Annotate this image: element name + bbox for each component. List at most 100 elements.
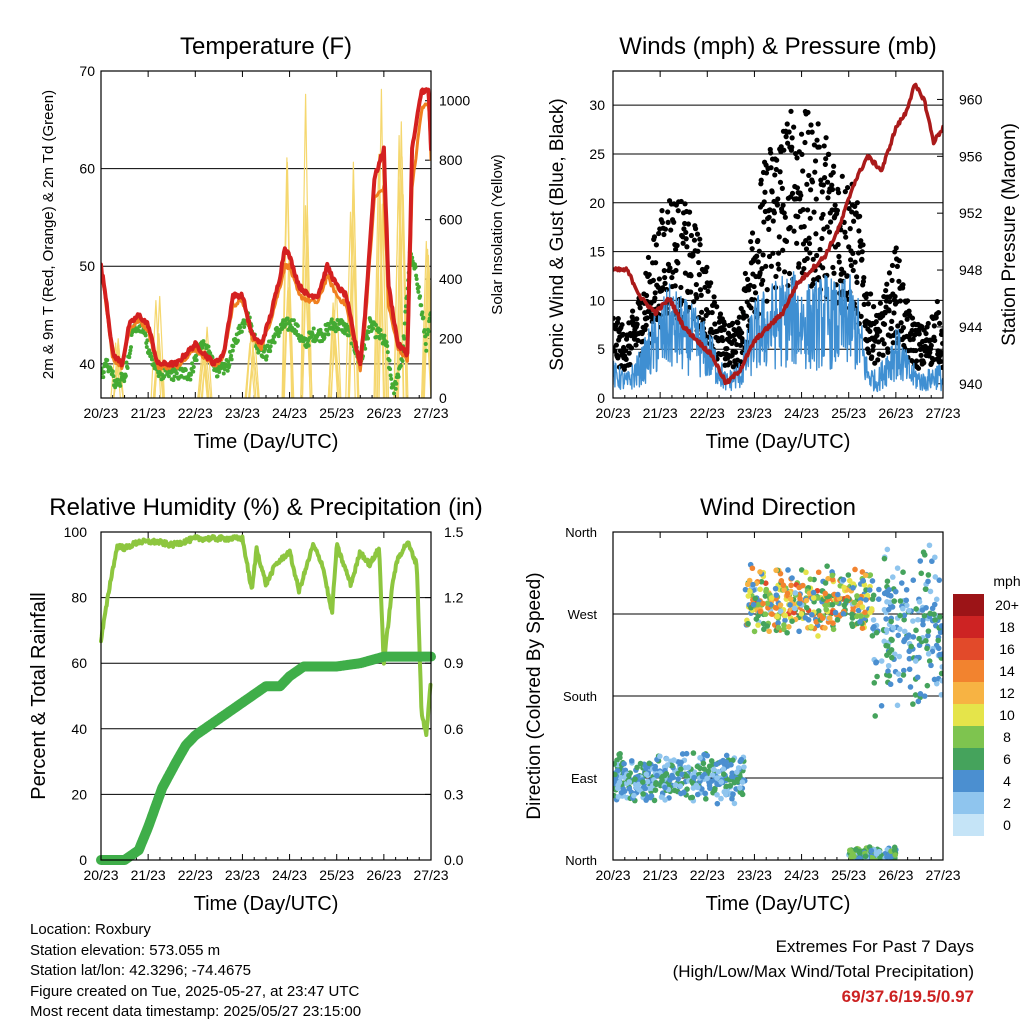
direction-point <box>891 847 898 854</box>
direction-point <box>866 587 873 593</box>
dewpoint-point <box>403 309 408 314</box>
direction-point <box>829 572 836 579</box>
gust-point <box>906 308 912 314</box>
gust-point <box>773 166 779 173</box>
gust-point <box>748 305 754 311</box>
gust-point <box>766 226 772 232</box>
colorbar-swatch <box>953 704 984 726</box>
x-tick-label: 25/23 <box>319 405 354 421</box>
gust-point <box>893 245 899 251</box>
gust-point <box>720 337 726 344</box>
direction-point <box>680 789 687 796</box>
dewpoint-point <box>329 317 334 322</box>
gust-point <box>661 231 667 238</box>
direction-point <box>714 800 721 807</box>
direction-point <box>773 592 780 598</box>
direction-point <box>913 606 919 612</box>
dewpoint-point <box>385 344 390 349</box>
direction-point <box>757 569 763 575</box>
direction-point <box>901 667 907 674</box>
dewpoint-point <box>127 351 132 356</box>
gust-point <box>781 210 787 216</box>
direction-point <box>762 611 769 618</box>
gust-point <box>749 246 755 252</box>
direction-point <box>912 658 919 664</box>
direction-point <box>763 588 769 595</box>
gust-point <box>745 276 751 282</box>
gust-point <box>697 236 703 242</box>
gust-point <box>752 290 759 296</box>
direction-point <box>785 567 791 573</box>
gust-point <box>731 337 738 343</box>
y2-tick-label: 0 <box>439 390 447 406</box>
dewpoint-point <box>143 333 148 338</box>
dewpoint-point <box>265 344 270 349</box>
direction-point <box>784 590 791 597</box>
direction-point <box>723 759 730 765</box>
direction-point <box>808 623 814 630</box>
direction-point <box>670 774 676 781</box>
dewpoint-point <box>400 358 405 363</box>
solar-spike <box>421 240 431 398</box>
y-tick-label: North <box>565 853 597 868</box>
direction-point <box>889 654 895 661</box>
direction-point <box>617 751 623 757</box>
direction-point <box>924 645 930 652</box>
gust-point <box>828 219 834 225</box>
direction-point <box>878 658 885 664</box>
dewpoint-point <box>419 303 424 308</box>
gust-point <box>785 140 791 146</box>
direction-point <box>921 693 928 699</box>
direction-point <box>860 577 866 584</box>
y-tick-label: 15 <box>589 244 605 260</box>
direction-point <box>734 769 740 775</box>
gust-point <box>755 237 761 244</box>
direction-point <box>903 597 910 604</box>
direction-point <box>906 607 912 614</box>
gust-point <box>770 218 776 224</box>
dewpoint-point <box>115 377 120 382</box>
direction-point <box>615 793 622 800</box>
direction-point <box>702 790 708 797</box>
gust-point <box>770 250 776 256</box>
colorbar-swatch <box>953 814 984 836</box>
gust-point <box>633 342 639 348</box>
rh-line <box>99 534 433 737</box>
dewpoint-point <box>402 321 407 326</box>
direction-point <box>890 625 897 631</box>
direction-point <box>709 772 716 778</box>
colorbar-swatch <box>953 616 984 638</box>
dewpoint-point <box>221 371 226 376</box>
direction-point <box>639 779 646 785</box>
direction-point <box>813 619 820 625</box>
direction-point <box>850 585 856 591</box>
direction-point <box>634 764 640 771</box>
gust-point <box>890 340 896 346</box>
direction-point <box>894 565 901 571</box>
direction-point <box>613 771 618 778</box>
gust-point <box>659 208 665 214</box>
dewpoint-point <box>206 344 211 349</box>
gust-point <box>939 328 943 334</box>
dewpoint-point <box>371 326 376 331</box>
solar-spike <box>373 153 385 398</box>
gust-point <box>819 235 825 242</box>
gust-point <box>867 291 874 297</box>
direction-point <box>862 609 868 616</box>
gust-point <box>932 337 938 344</box>
gust-point <box>909 315 916 321</box>
direction-point <box>869 855 876 860</box>
gust-point <box>891 310 897 316</box>
created-text: Figure created on Tue, 2025-05-27, at 23… <box>30 982 360 1000</box>
direction-point <box>884 546 891 553</box>
gust-point <box>859 249 865 255</box>
gust-point <box>844 273 850 279</box>
timestamp-text: Most recent data timestamp: 2025/05/27 2… <box>30 1003 362 1020</box>
direction-point <box>715 769 722 775</box>
dewpoint-point <box>294 329 299 334</box>
direction-point <box>919 617 926 624</box>
gust-point <box>721 327 727 333</box>
plot-border <box>100 531 432 861</box>
dewpoint-point <box>377 336 382 341</box>
direction-point <box>737 785 743 791</box>
